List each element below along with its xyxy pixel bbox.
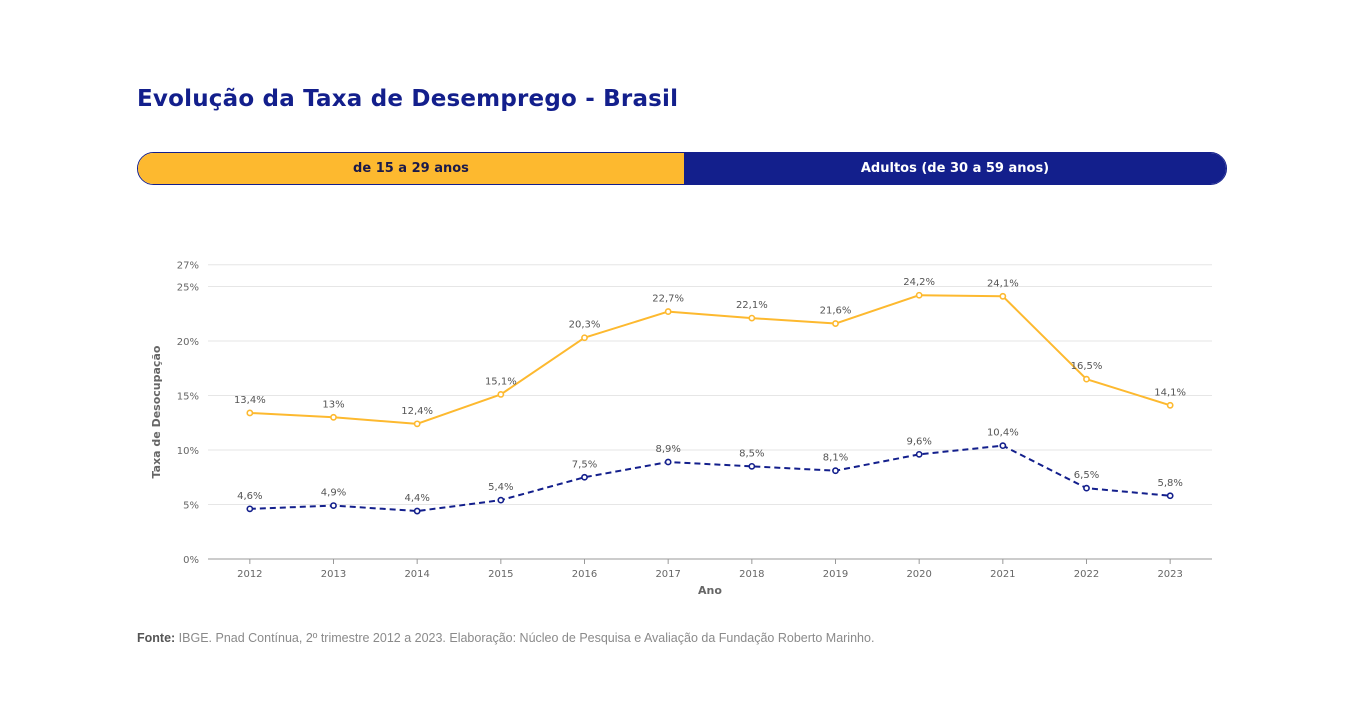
data-label-young: 14,1% <box>1154 387 1186 398</box>
data-label-young: 21,6% <box>820 306 852 317</box>
data-point-adult <box>330 502 337 509</box>
data-point-young <box>497 391 505 398</box>
data-point-young <box>832 320 839 327</box>
source-text: IBGE. Pnad Contínua, 2º trimestre 2012 a… <box>178 631 875 645</box>
data-label-young: 22,1% <box>736 300 768 311</box>
y-tick-label: 20% <box>177 337 199 348</box>
x-tick-label: 2014 <box>404 569 429 580</box>
source-label: Fonte: <box>137 631 176 645</box>
data-label-adult: 5,4% <box>488 482 513 493</box>
x-tick-label: 2019 <box>823 569 848 580</box>
y-tick-label: 0% <box>183 555 199 566</box>
data-point-young <box>999 292 1007 300</box>
x-axis-title: Ano <box>698 584 722 597</box>
data-point-young <box>330 413 337 421</box>
data-label-young: 24,1% <box>987 278 1019 289</box>
data-label-young: 12,4% <box>401 406 433 417</box>
data-point-young <box>246 409 254 417</box>
data-point-adult <box>413 507 421 515</box>
chart-title: Evolução da Taxa de Desemprego - Brasil <box>137 86 679 112</box>
x-tick-label: 2017 <box>655 569 680 580</box>
x-tick-label: 2013 <box>321 569 346 580</box>
source-note: Fonte: IBGE. Pnad Contínua, 2º trimestre… <box>137 631 874 645</box>
y-tick-label: 10% <box>177 446 199 457</box>
data-label-adult: 9,6% <box>906 436 931 447</box>
legend-item-adult[interactable]: Adultos (de 30 a 59 anos) <box>684 153 1226 184</box>
data-label-adult: 4,9% <box>321 488 346 499</box>
data-label-adult: 10,4% <box>987 428 1019 439</box>
x-tick-label: 2016 <box>572 569 597 580</box>
data-point-adult <box>246 505 254 513</box>
data-point-adult <box>497 496 505 504</box>
x-tick-label: 2022 <box>1074 569 1099 580</box>
data-point-adult <box>832 467 839 475</box>
data-label-adult: 4,4% <box>404 493 429 504</box>
y-tick-label: 27% <box>177 261 199 272</box>
data-label-adult: 6,5% <box>1074 470 1099 481</box>
data-point-young <box>413 420 421 428</box>
data-label-young: 13,4% <box>234 395 266 406</box>
legend-item-young[interactable]: de 15 a 29 anos <box>138 153 684 184</box>
x-tick-label: 2018 <box>739 569 764 580</box>
series-line-adult <box>249 444 1171 513</box>
series-line-young <box>249 294 1171 425</box>
data-label-young: 24,2% <box>903 277 935 288</box>
data-label-young: 22,7% <box>652 294 684 305</box>
data-point-young <box>1083 375 1090 383</box>
y-axis-title: Taxa de Desocupação <box>150 345 163 478</box>
data-point-adult <box>664 458 672 466</box>
data-label-adult: 8,1% <box>823 453 848 464</box>
data-point-adult <box>915 450 923 458</box>
data-label-adult: 8,9% <box>655 444 680 455</box>
data-label-adult: 7,5% <box>572 459 597 470</box>
data-point-adult <box>748 462 756 470</box>
x-tick-label: 2021 <box>990 569 1015 580</box>
data-label-adult: 8,5% <box>739 448 764 459</box>
data-label-young: 15,1% <box>485 376 517 387</box>
data-label-young: 13% <box>322 399 344 410</box>
data-label-adult: 5,8% <box>1157 478 1182 489</box>
x-tick-label: 2012 <box>237 569 262 580</box>
x-tick-label: 2023 <box>1157 569 1182 580</box>
data-label-young: 20,3% <box>569 320 601 331</box>
data-point-young <box>915 291 923 299</box>
x-tick-label: 2020 <box>906 569 931 580</box>
data-point-young <box>581 334 588 342</box>
data-point-adult <box>1083 484 1090 492</box>
data-label-adult: 4,6% <box>237 491 262 502</box>
data-point-young <box>664 308 672 315</box>
y-tick-label: 5% <box>183 501 199 512</box>
data-point-young <box>1166 401 1174 409</box>
y-tick-label: 15% <box>177 392 199 403</box>
data-point-adult <box>581 473 588 481</box>
data-point-adult <box>999 442 1007 450</box>
series-legend-toggle: de 15 a 29 anos Adultos (de 30 a 59 anos… <box>137 152 1227 185</box>
data-point-young <box>748 314 756 322</box>
y-tick-label: 25% <box>177 283 199 294</box>
x-tick-label: 2015 <box>488 569 513 580</box>
data-label-young: 16,5% <box>1071 361 1103 372</box>
data-point-adult <box>1166 492 1174 500</box>
